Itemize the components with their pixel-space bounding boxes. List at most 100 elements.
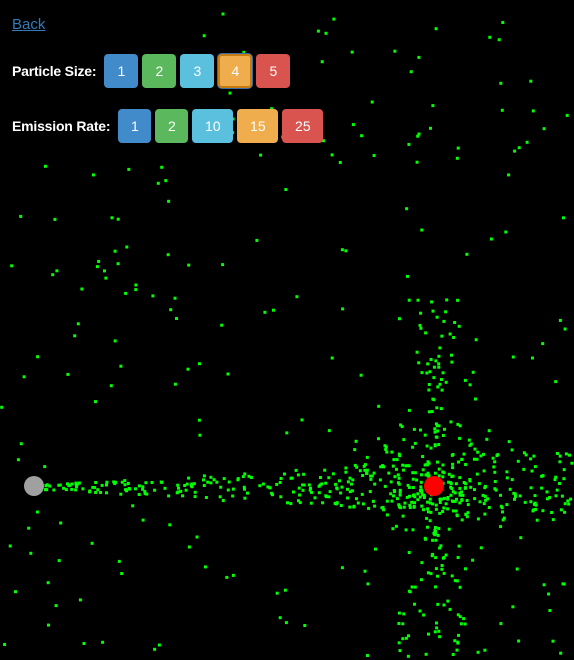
particle: [434, 530, 437, 533]
particle: [533, 465, 537, 469]
emission-rate-row: Emission Rate: 1 2 10 15 25: [12, 109, 324, 143]
particle-size-5-button[interactable]: 5: [256, 54, 291, 88]
particle: [496, 453, 500, 457]
particle: [285, 431, 289, 435]
particle: [355, 465, 359, 469]
particle: [116, 217, 120, 221]
particle: [220, 323, 224, 327]
particle: [243, 496, 247, 500]
particle-size-4-button[interactable]: 4: [218, 54, 253, 88]
particle: [411, 445, 415, 449]
particle: [247, 474, 251, 478]
particle: [19, 214, 23, 218]
particle: [53, 217, 57, 221]
emission-rate-1-button[interactable]: 1: [118, 109, 152, 143]
particle: [510, 448, 514, 452]
particle: [540, 486, 544, 490]
particle: [221, 263, 225, 267]
particle: [202, 478, 205, 482]
particle: [379, 465, 383, 469]
particle: [420, 504, 424, 508]
particle: [460, 518, 464, 522]
particle: [186, 367, 190, 371]
particle: [434, 27, 438, 31]
particle: [400, 425, 404, 429]
particle: [328, 490, 332, 494]
particle: [434, 567, 438, 571]
particle: [464, 567, 467, 571]
particle: [446, 497, 450, 501]
particle: [335, 486, 339, 490]
particle: [74, 481, 78, 485]
particle: [449, 493, 453, 497]
particle: [141, 518, 145, 522]
emitter-node[interactable]: [24, 476, 44, 496]
particle: [440, 378, 443, 381]
particle: [167, 199, 171, 203]
particle: [197, 418, 201, 422]
particle: [431, 309, 435, 313]
particle: [350, 50, 354, 54]
particle: [437, 443, 441, 446]
particle: [385, 450, 389, 454]
particle: [344, 470, 348, 474]
back-link[interactable]: Back: [12, 16, 46, 33]
emission-rate-15-button[interactable]: 15: [237, 109, 279, 143]
particle: [193, 495, 197, 499]
particle: [399, 423, 403, 427]
particle: [263, 310, 267, 314]
particle: [95, 265, 99, 269]
particle: [436, 385, 440, 389]
particle: [404, 528, 408, 532]
attractor-node[interactable]: [424, 476, 444, 496]
particle: [221, 499, 225, 502]
particle: [457, 460, 461, 464]
particle: [476, 450, 480, 454]
particle: [425, 444, 429, 448]
particle: [437, 365, 441, 369]
particle: [198, 433, 202, 437]
particle: [431, 502, 435, 506]
particle: [377, 437, 380, 441]
particle: [151, 294, 155, 298]
particle: [372, 471, 376, 475]
particle: [481, 493, 485, 497]
particle: [303, 624, 307, 627]
particle: [406, 274, 409, 278]
particle: [424, 652, 428, 656]
particle: [435, 406, 439, 410]
particle: [450, 475, 454, 478]
particle: [193, 490, 197, 494]
emission-rate-25-button[interactable]: 25: [282, 109, 324, 143]
particle: [413, 441, 417, 445]
particle: [450, 574, 454, 578]
particle: [450, 353, 453, 357]
particle: [202, 474, 206, 478]
particle-size-3-button[interactable]: 3: [180, 54, 215, 88]
particle: [530, 469, 534, 473]
particle: [398, 493, 402, 497]
particle: [407, 142, 411, 146]
particle: [522, 467, 526, 471]
particle: [431, 397, 435, 401]
particle: [419, 480, 423, 484]
particle: [458, 615, 462, 619]
particle: [411, 471, 415, 475]
particle: [243, 487, 246, 491]
particle: [51, 273, 55, 277]
particle: [474, 338, 478, 342]
particle: [286, 501, 289, 505]
emission-rate-2-button[interactable]: 2: [155, 109, 189, 143]
emission-rate-10-button[interactable]: 10: [192, 109, 234, 143]
particle: [169, 308, 173, 312]
particle: [397, 641, 401, 645]
particle: [473, 488, 476, 492]
particle: [279, 495, 283, 499]
particle-size-2-button[interactable]: 2: [142, 54, 177, 88]
particle: [81, 487, 85, 491]
particle-size-1-button[interactable]: 1: [104, 54, 139, 88]
particle: [488, 35, 492, 39]
particle: [467, 438, 471, 442]
particle: [395, 497, 399, 501]
particle: [432, 376, 436, 380]
